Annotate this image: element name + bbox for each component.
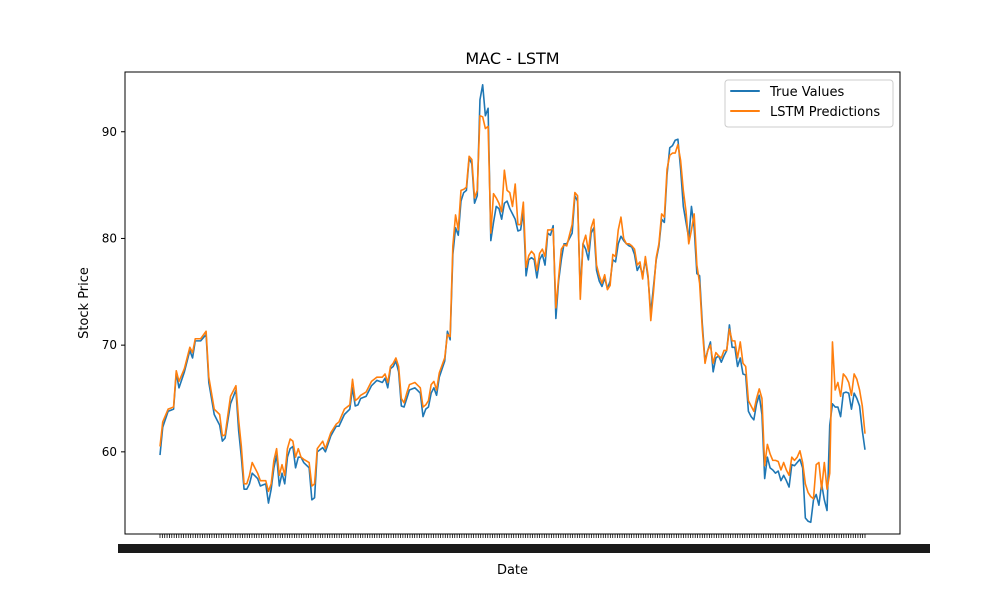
y-tick-label: 80 — [102, 231, 117, 245]
series-line-lstm-predictions — [159, 114, 866, 500]
y-tick-label: 70 — [102, 338, 117, 352]
y-axis-ticks: 60 70 80 90 — [102, 125, 125, 459]
y-tick-label: 90 — [102, 125, 117, 139]
x-axis-label: Date — [497, 563, 528, 578]
legend-label-lstm: LSTM Predictions — [770, 105, 880, 120]
series-layer — [159, 84, 866, 524]
x-axis-ticks — [118, 534, 930, 553]
plot-frame — [124, 71, 901, 535]
legend: True Values LSTM Predictions — [724, 79, 894, 128]
y-axis-label: Stock Price — [77, 267, 92, 339]
chart-title: MAC - LSTM — [465, 49, 559, 68]
series-line-true-values — [159, 84, 866, 524]
x-tick-label-band — [118, 544, 930, 553]
legend-label-true: True Values — [769, 85, 844, 100]
legend-box — [724, 79, 894, 128]
y-tick-label: 60 — [102, 445, 117, 459]
